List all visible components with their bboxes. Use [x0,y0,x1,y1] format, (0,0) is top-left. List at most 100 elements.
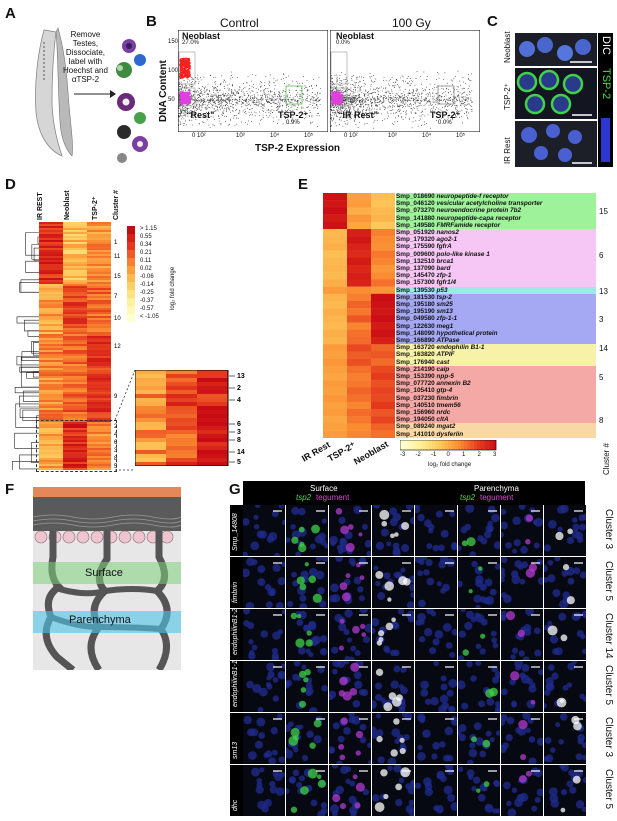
event-dot [317,112,319,114]
g-micrograph-svg [241,557,287,611]
event-dot [221,97,223,99]
g-nucleus [566,536,575,545]
event-dot [245,104,246,106]
event-dot [307,100,309,102]
event-dot [182,84,184,86]
event-dot [256,100,258,102]
event-dot [178,120,180,122]
event-dot [246,123,248,125]
event-dot [179,115,181,116]
g-nucleus [512,516,521,526]
event-dot [209,90,210,91]
event-dot [299,94,301,96]
event-dot [213,87,215,89]
g-nucleus [426,543,433,550]
event-dot [252,97,254,99]
heat-e-cell [323,243,347,251]
legend-d-label: 0.11 [140,258,152,264]
legend-e-swatch [476,440,481,450]
heat-e-cell [371,236,395,244]
event-dot [314,106,316,108]
event-dot [230,118,231,120]
event-dot [223,94,225,96]
heat-e-cell [371,401,395,410]
event-dot [216,98,218,100]
event-dot [196,99,198,101]
heat-e-cell [347,430,371,438]
heat-zoom-cell [135,370,166,375]
event-dot [274,95,276,97]
event-dot [301,82,303,84]
event-dot [191,97,193,99]
event-dot [210,99,212,101]
heatmap-e-legend [400,440,497,451]
event-dot [214,101,216,103]
heat-e-cell [371,308,395,316]
heat-zoom-cell [135,446,166,451]
heat-zoom-cell [135,386,166,391]
event-dot [268,80,270,82]
legend-d-swatch [127,282,135,290]
event-dot [284,83,286,84]
event-dot [229,89,231,91]
event-dot [206,106,208,108]
event-dot [221,75,223,77]
event-dot [291,80,293,82]
event-dot [180,110,182,112]
heat-zoom-cell [135,410,166,415]
event-dot [300,102,302,103]
gene-name: vesicular acetylcholine transporter [436,200,543,208]
event-dot [215,95,217,96]
event-dot [191,95,193,97]
event-dot [262,104,263,106]
event-dot [178,85,180,87]
heat-e-cell [371,409,395,417]
event-dot [264,103,266,105]
event-dot [280,78,282,80]
g-nucleus [362,523,368,530]
event-dot [313,98,314,100]
legend-e-swatch [464,440,468,450]
event-dot [265,98,267,100]
event-dot [231,83,233,85]
event-dot [280,105,282,107]
heat-e-cell [347,243,371,251]
event-dot [260,98,262,100]
event-dot [245,113,247,115]
event-dot [185,85,187,87]
legend-d-swatch [127,258,135,266]
gene-row: Smp_139530 p53 [396,286,596,294]
heat-zoom-cell [197,374,228,379]
event-dot [288,108,290,110]
heat-e-cell [347,257,371,266]
event-dot [267,88,269,90]
g-nucleus [269,589,276,596]
g-micrograph-svg [455,503,502,559]
g-nucleus [253,524,260,530]
event-dot [303,113,305,115]
event-dot [219,89,221,91]
event-dot [201,93,203,94]
event-dot [191,119,193,121]
event-dot [210,102,212,104]
heat-e-cell [347,293,371,302]
g-parenchyma-tsp2: tsp2 [460,493,476,502]
event-dot [311,85,312,87]
step-5: Hoechst and [63,66,108,75]
event-dot [225,98,227,100]
event-dot [192,99,194,101]
heat-zoom-cell [197,390,228,395]
event-dot [298,104,300,106]
heat-e-cell [323,229,347,237]
event-dot [257,94,259,96]
event-dot [259,123,261,125]
g-nucleus [299,594,307,602]
g-gene-label: fimbrin [232,581,239,603]
event-dot [258,101,260,103]
event-dot [178,90,179,92]
event-dot [266,101,268,103]
g-micrograph [329,554,371,608]
event-dot [259,111,261,113]
event-dot [215,83,217,85]
gene-id: Smp_051920 [396,229,437,236]
